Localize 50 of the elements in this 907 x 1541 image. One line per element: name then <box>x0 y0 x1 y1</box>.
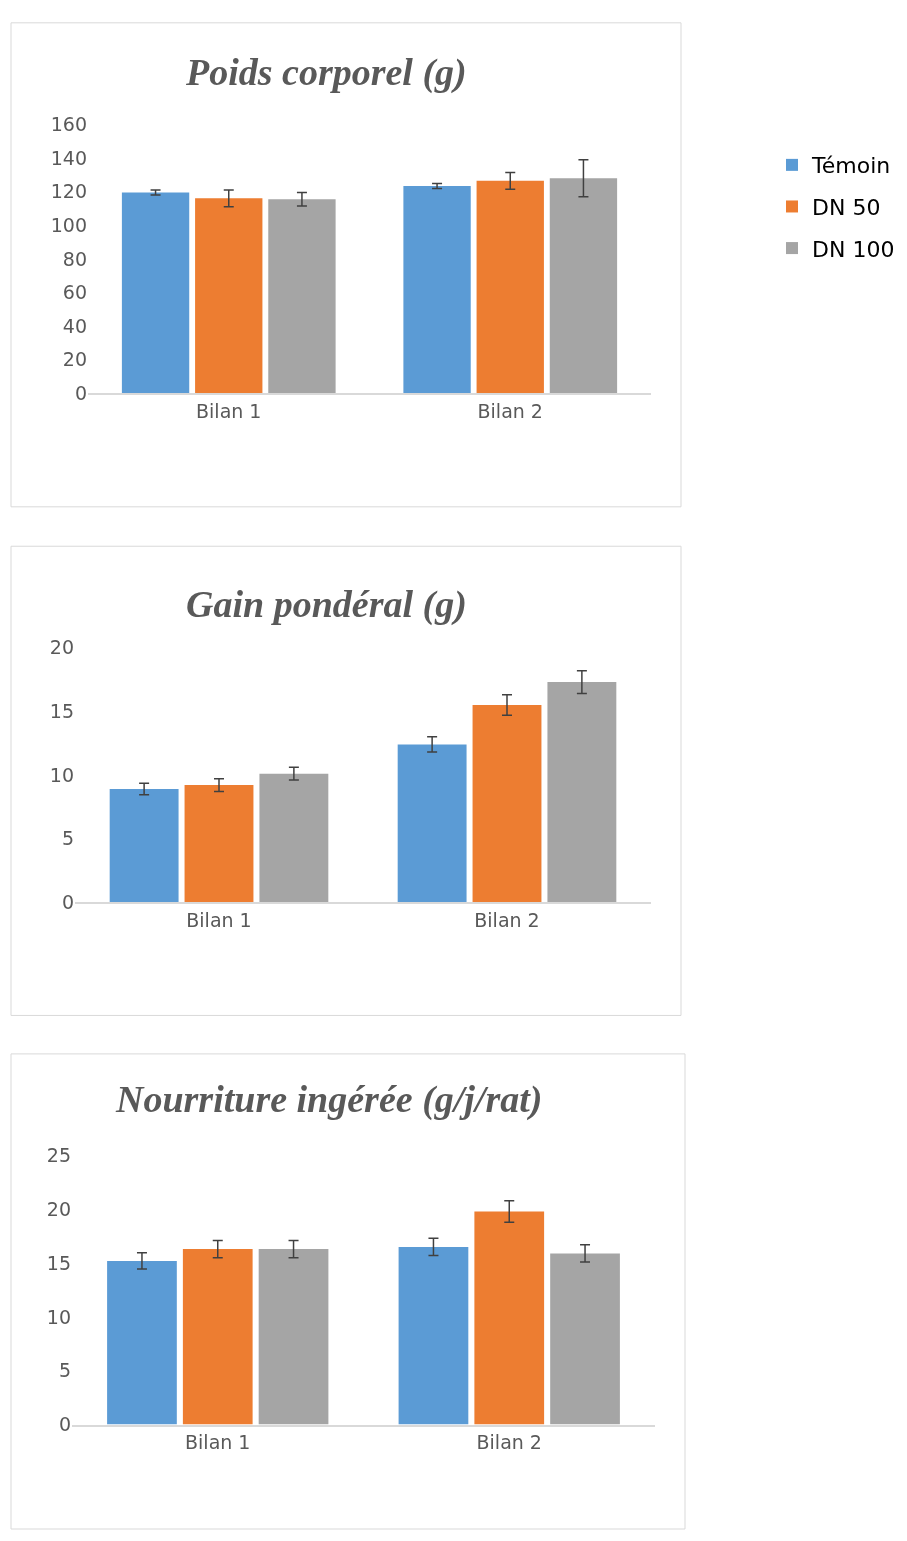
y-tick-label: 0 <box>58 1413 71 1436</box>
y-tick-label: 40 <box>62 314 87 337</box>
bar <box>109 788 179 903</box>
y-tick-label: 0 <box>74 382 87 405</box>
legend-label: DN 50 <box>812 195 881 221</box>
y-tick-label: 15 <box>46 1251 71 1274</box>
bar <box>182 1249 253 1425</box>
chart-title: Nourriture ingérée (g/j/rat) <box>115 1078 543 1121</box>
x-tick-label: Bilan 1 <box>185 1431 251 1454</box>
bar <box>195 198 263 394</box>
chart-title: Gain pondéral (g) <box>186 583 467 626</box>
x-tick-label: Bilan 2 <box>476 1431 542 1454</box>
y-tick-label: 10 <box>49 763 74 786</box>
bar <box>258 1249 329 1425</box>
x-tick-label: Bilan 2 <box>477 400 543 423</box>
legend-label: Témoin <box>811 153 891 179</box>
y-tick-label: 0 <box>61 890 74 913</box>
bar <box>121 192 190 394</box>
y-tick-label: 60 <box>62 281 87 304</box>
bar <box>547 682 617 903</box>
y-tick-label: 80 <box>62 247 87 270</box>
bar <box>550 1253 620 1425</box>
bar <box>259 773 329 903</box>
chart-title: Poids corporel (g) <box>185 51 467 94</box>
y-tick-label: 20 <box>46 1197 71 1220</box>
x-tick-label: Bilan 2 <box>474 908 540 931</box>
bar <box>184 785 254 903</box>
y-tick-label: 120 <box>50 180 87 203</box>
bar <box>107 1260 177 1425</box>
y-tick-label: 20 <box>62 348 87 371</box>
y-tick-label: 10 <box>46 1305 71 1328</box>
bar <box>472 705 542 903</box>
bar <box>474 1211 545 1425</box>
legend-label: DN 100 <box>812 236 895 262</box>
y-tick-label: 15 <box>49 700 74 723</box>
bar <box>549 178 618 394</box>
y-tick-label: 20 <box>49 636 74 659</box>
y-tick-label: 140 <box>50 146 87 169</box>
y-tick-label: 5 <box>58 1359 71 1382</box>
bar <box>268 199 336 394</box>
y-tick-label: 100 <box>50 213 87 236</box>
y-tick-label: 25 <box>46 1144 71 1167</box>
bar <box>476 180 544 394</box>
x-tick-label: Bilan 1 <box>186 908 252 931</box>
y-tick-label: 5 <box>61 827 74 850</box>
bar <box>398 1246 469 1425</box>
bar <box>403 186 471 394</box>
x-tick-label: Bilan 1 <box>196 400 262 423</box>
bar <box>397 744 467 903</box>
y-tick-label: 160 <box>50 113 87 136</box>
